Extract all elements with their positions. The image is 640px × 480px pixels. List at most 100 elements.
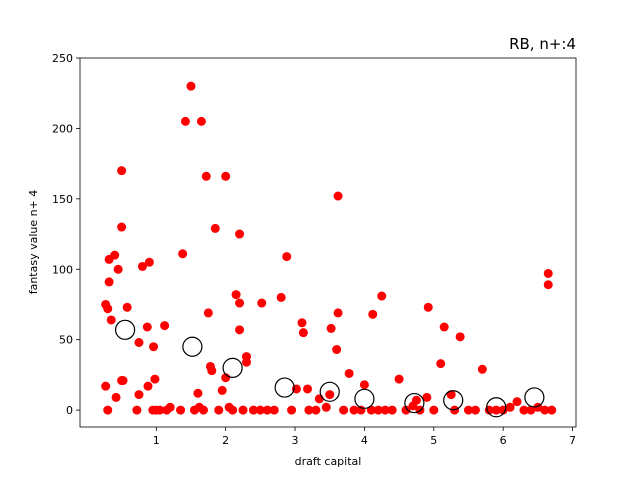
data-point	[196, 116, 206, 126]
data-point	[311, 405, 321, 415]
data-point	[344, 368, 354, 378]
data-point	[411, 395, 421, 405]
x-tick-label: 5	[430, 434, 437, 447]
data-point	[321, 402, 331, 412]
data-point	[178, 249, 188, 259]
data-point	[333, 308, 343, 318]
mean-markers-layer	[114, 319, 545, 418]
data-point	[339, 405, 349, 415]
data-point	[150, 374, 160, 384]
data-point	[547, 405, 557, 415]
points-layer	[101, 81, 557, 415]
data-point	[143, 381, 153, 391]
data-point	[304, 405, 314, 415]
data-point	[193, 388, 203, 398]
data-point	[134, 337, 144, 347]
data-point	[356, 405, 366, 415]
y-tick-label: 150	[52, 193, 73, 206]
mean-marker	[524, 387, 545, 408]
data-point	[519, 405, 529, 415]
mean-marker	[114, 319, 136, 340]
data-point	[221, 171, 231, 181]
data-point	[282, 252, 292, 262]
y-tick-label: 100	[52, 263, 73, 276]
data-point	[248, 405, 258, 415]
x-tick-label: 6	[500, 434, 507, 447]
data-point	[380, 405, 390, 415]
data-point	[298, 328, 308, 338]
data-point	[103, 405, 113, 415]
data-point	[201, 171, 211, 181]
chart-title: RB, n+:4	[509, 35, 576, 53]
data-point	[132, 405, 142, 415]
data-point	[203, 308, 213, 318]
mean-marker	[274, 377, 295, 398]
data-point	[257, 298, 267, 308]
x-tick-label: 7	[569, 434, 576, 447]
data-point	[235, 325, 245, 335]
data-point	[117, 166, 127, 176]
y-tick-label: 250	[52, 52, 73, 65]
y-axis-label: fantasy value n+ 4	[27, 190, 40, 295]
data-point	[210, 223, 220, 233]
data-point	[287, 405, 297, 415]
data-point	[241, 357, 251, 367]
x-axis-label: draft capital	[295, 455, 362, 468]
data-point	[349, 405, 359, 415]
data-point	[214, 405, 224, 415]
data-point	[429, 405, 439, 415]
data-point	[207, 366, 217, 376]
data-point	[117, 222, 127, 232]
data-point	[325, 390, 335, 400]
data-point	[297, 318, 307, 328]
data-point	[314, 394, 324, 404]
data-point	[104, 277, 114, 287]
data-point	[186, 81, 196, 91]
data-point	[394, 374, 404, 384]
data-point	[118, 376, 128, 386]
data-point	[228, 405, 238, 415]
data-point	[103, 304, 113, 314]
data-point	[235, 298, 245, 308]
data-point	[160, 321, 170, 331]
data-point	[113, 264, 123, 274]
data-point	[101, 381, 111, 391]
mean-marker	[443, 390, 464, 411]
data-point	[111, 392, 121, 402]
data-point	[149, 342, 159, 352]
x-tick-label: 2	[222, 434, 229, 447]
data-point	[436, 359, 446, 369]
data-point	[110, 250, 120, 260]
data-point	[477, 364, 487, 374]
data-point	[137, 261, 147, 271]
data-point	[176, 405, 186, 415]
data-point	[422, 392, 432, 402]
data-point	[543, 280, 553, 290]
data-point	[455, 332, 465, 342]
data-point	[377, 291, 387, 301]
x-axis: 1 2 3 4 5 6 7	[153, 427, 576, 447]
mean-marker	[222, 357, 243, 378]
mean-marker	[319, 381, 340, 402]
data-point	[122, 302, 132, 312]
data-point	[470, 405, 480, 415]
data-point	[326, 323, 336, 333]
data-point	[134, 390, 144, 400]
mean-marker	[404, 392, 425, 414]
data-point	[439, 322, 449, 332]
data-point	[262, 405, 272, 415]
data-point	[401, 405, 411, 415]
data-point	[276, 292, 286, 302]
data-point	[255, 405, 265, 415]
data-point	[217, 385, 227, 395]
data-point	[155, 405, 165, 415]
data-point	[144, 257, 154, 267]
data-point	[512, 397, 522, 407]
data-point	[491, 405, 501, 415]
y-tick-label: 0	[66, 404, 73, 417]
data-point	[332, 345, 342, 355]
data-point	[198, 405, 208, 415]
data-point	[231, 290, 241, 300]
data-point	[235, 229, 245, 239]
